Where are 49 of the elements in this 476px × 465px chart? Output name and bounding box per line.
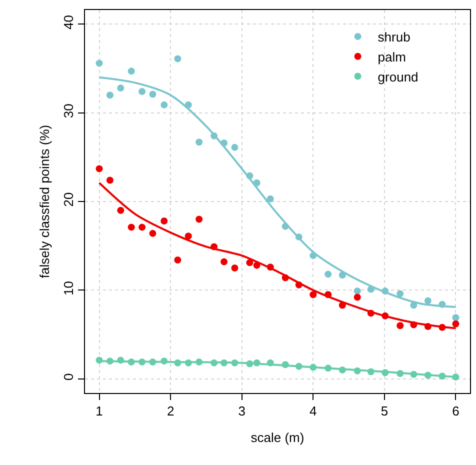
point (396, 290, 404, 298)
point (149, 90, 156, 98)
x-tick-label: 6 (452, 404, 460, 419)
point (96, 60, 103, 67)
legend-label: palm (378, 49, 406, 64)
point (354, 294, 361, 301)
point (266, 195, 274, 202)
point (117, 84, 124, 92)
point (96, 165, 103, 172)
point (246, 259, 254, 266)
x-axis-title: scale (m) (250, 430, 304, 445)
point (174, 256, 182, 264)
y-axis-title: falsely classfied points (%) (37, 124, 52, 278)
point (324, 270, 332, 278)
point (196, 138, 203, 146)
point (138, 88, 146, 96)
y-tick-label: 20 (60, 192, 76, 207)
point (354, 288, 361, 295)
point (117, 206, 124, 214)
legend-label: ground (378, 69, 418, 84)
point (196, 216, 203, 223)
y-tick-label: 10 (60, 280, 76, 296)
point (160, 218, 168, 224)
point (452, 320, 460, 328)
x-tick-label: 4 (310, 404, 317, 419)
legend-label: shrub (378, 30, 410, 45)
point (106, 92, 114, 99)
point (231, 144, 238, 151)
point (220, 258, 228, 266)
point (184, 232, 192, 240)
point (160, 101, 168, 108)
point (106, 176, 114, 184)
point (128, 224, 135, 231)
point (396, 322, 404, 330)
y-tick-label: 0 (60, 373, 76, 380)
y-tick-label: 30 (60, 104, 76, 118)
point (138, 224, 146, 231)
point (452, 314, 460, 322)
point (310, 291, 317, 298)
point (149, 230, 156, 237)
point (128, 68, 135, 75)
x-tick-label: 5 (380, 404, 388, 419)
x-tick-label: 1 (96, 404, 103, 419)
y-tick-label: 40 (60, 15, 76, 30)
point (231, 264, 238, 272)
x-tick-label: 3 (238, 404, 246, 419)
x-tick-label: 2 (166, 404, 174, 419)
point (174, 55, 182, 62)
point (424, 297, 432, 304)
